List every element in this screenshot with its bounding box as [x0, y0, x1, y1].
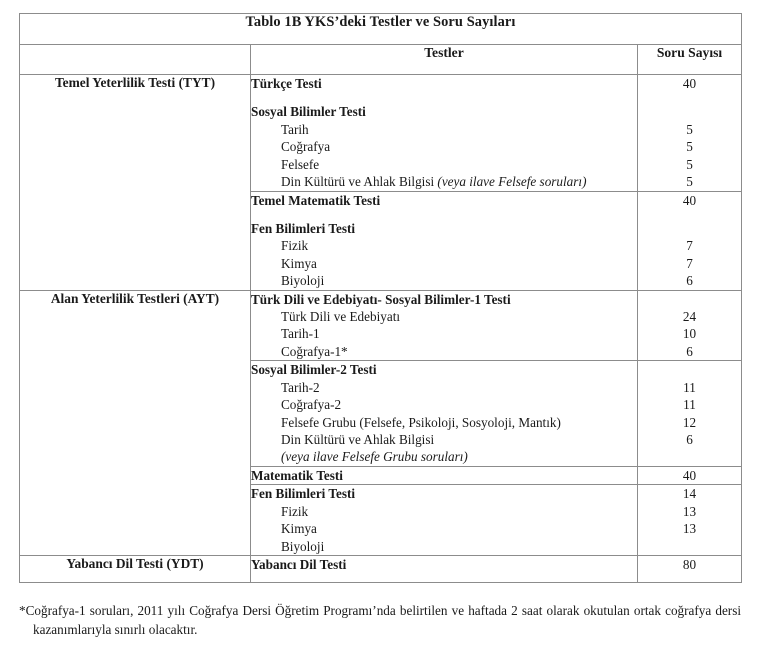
count-value: 24: [682, 309, 697, 325]
count-value: 5: [686, 139, 693, 155]
test-block-ayt-4: Fen Bilimleri Testi Fizik Kimya Biyoloji: [250, 484, 638, 556]
count-value: 13: [682, 521, 697, 537]
column-header-category: [19, 44, 251, 75]
test-subitem-label: Din Kültürü ve Ahlak Bilgisi: [281, 174, 435, 190]
count-block-ayt-2: . 11 11 12 6: [636, 360, 743, 467]
count-block-ayt-3: 40: [636, 465, 743, 486]
column-header-count: Soru Sayısı: [636, 44, 743, 75]
test-subitem: Tarih-2: [281, 379, 320, 395]
table-row: Alan Yeterlilik Testleri (AYT) Türk Dili…: [19, 289, 743, 556]
count-block-ydt: 80: [636, 554, 743, 583]
count-value: 6: [686, 273, 693, 289]
test-subitem: Fizik: [281, 238, 309, 254]
count-value: 5: [686, 121, 693, 137]
column-header-tests: Testler: [250, 44, 638, 75]
test-subitem: Fizik: [281, 503, 309, 519]
section-category-tyt: Temel Yeterlilik Testi (TYT): [19, 74, 251, 291]
test-subitem: Biyoloji: [281, 538, 325, 554]
count-value: 7: [686, 255, 693, 271]
table-row: Matematik Testi 40: [20, 465, 743, 486]
test-subitem: Din Kültürü ve Ahlak Bilgisi (veya ilave…: [251, 173, 637, 190]
count-value: 6: [686, 432, 693, 448]
count-value: 40: [682, 76, 697, 91]
section-category-ayt: Alan Yeterlilik Testleri (AYT): [19, 289, 251, 556]
test-block-ayt-3: Matematik Testi: [250, 465, 638, 486]
count-block-tyt-2: 40 . 7 7 6: [636, 190, 743, 291]
count-value: 80: [682, 556, 697, 572]
count-block-ayt-4: 14 13 13: [636, 484, 743, 556]
test-subitem: Tarih-1: [281, 326, 320, 342]
count-value: 11: [683, 379, 696, 395]
test-group-name: Fen Bilimleri Testi: [251, 486, 356, 502]
test-group-name: Temel Matematik Testi: [251, 192, 381, 208]
count-spacer: [638, 92, 741, 103]
test-group-name: Matematik Testi: [251, 467, 343, 483]
test-subitem: Coğrafya-2: [281, 397, 342, 413]
test-block-ayt-1: Türk Dili ve Edebiyatı- Sosyal Bilimler-…: [250, 289, 638, 362]
test-group-name: Sosyal Bilimler-2 Testi: [251, 362, 377, 378]
count-value: 7: [686, 238, 693, 254]
section-category-ydt: Yabancı Dil Testi (YDT): [19, 554, 251, 583]
table-row: Temel Yeterlilik Testi (TYT) Türkçe Test…: [19, 74, 743, 291]
test-subitem: Kimya: [281, 255, 317, 271]
footnote-text: Coğrafya-1 soruları, 2011 yılı Coğrafya …: [25, 603, 741, 638]
table-title-row: Tablo 1B YKS’deki Testler ve Soru Sayıla…: [18, 13, 743, 45]
table-row: Temel Matematik Testi Fen Bilimleri Test…: [20, 190, 743, 291]
count-value: 5: [686, 156, 693, 172]
test-group-name: Türk Dili ve Edebiyatı- Sosyal Bilimler-…: [251, 291, 511, 307]
footnote: *Coğrafya-1 soruları, 2011 yılı Coğrafya…: [19, 601, 741, 639]
test-subitem: Felsefe: [281, 156, 320, 172]
count-spacer: [638, 209, 741, 220]
test-group-name: Yabancı Dil Testi: [251, 556, 347, 572]
test-block-ayt-2: Sosyal Bilimler-2 Testi Tarih-2 Coğrafya…: [250, 360, 638, 467]
table-row: Yabancı Dil Testi (YDT) Yabancı Dil Test…: [19, 554, 743, 583]
test-block-tyt-1: Türkçe Testi Sosyal Bilimler Testi Tarih…: [250, 74, 638, 192]
count-value: 6: [686, 343, 693, 359]
test-subitem: Türk Dili ve Edebiyatı: [281, 309, 401, 325]
test-block-ydt: Yabancı Dil Testi: [250, 554, 638, 583]
test-subitem: Tarih: [281, 121, 309, 137]
count-value: 13: [682, 503, 697, 519]
count-value: 40: [682, 192, 697, 208]
footnote-body: *Coğrafya-1 soruları, 2011 yılı Coğrafya…: [19, 601, 741, 639]
table-row: Sosyal Bilimler-2 Testi Tarih-2 Coğrafya…: [20, 360, 743, 467]
test-subitem: Coğrafya: [281, 139, 331, 155]
test-group-name: Türkçe Testi: [251, 76, 322, 91]
test-block-tyt-2: Temel Matematik Testi Fen Bilimleri Test…: [250, 190, 638, 291]
count-value: 12: [682, 414, 697, 430]
test-subitem: Felsefe Grubu (Felsefe, Psikoloji, Sosyo…: [281, 414, 561, 430]
count-value: 40: [682, 467, 697, 483]
test-subitem-note: (veya ilave Felsefe soruları): [437, 174, 587, 190]
test-group-name: Fen Bilimleri Testi: [251, 220, 356, 236]
footnote-marker: *: [19, 603, 26, 618]
test-subitem-note: (veya ilave Felsefe Grubu soruları): [281, 449, 468, 465]
test-subitem: Din Kültürü ve Ahlak Bilgisi: [281, 432, 435, 448]
count-block-tyt-1: 40 . 5 5 5 5: [636, 74, 743, 192]
test-subitem: Coğrafya-1*: [281, 343, 348, 359]
exam-structure-table: Tablo 1B YKS’deki Testler ve Soru Sayıla…: [18, 13, 743, 583]
count-block-ayt-1: . 24 10 6: [636, 289, 743, 362]
test-subitem: Kimya: [281, 521, 317, 537]
table-header-row: Testler Soru Sayısı: [19, 44, 743, 75]
table-title: Tablo 1B YKS’deki Testler ve Soru Sayıla…: [18, 13, 743, 45]
count-value: 5: [686, 174, 693, 190]
count-value: 14: [682, 486, 697, 502]
count-value: 10: [682, 326, 697, 342]
test-subitem: Biyoloji: [281, 273, 325, 289]
table-row: Fen Bilimleri Testi Fizik Kimya Biyoloji…: [20, 484, 743, 556]
test-group-name: Sosyal Bilimler Testi: [251, 104, 366, 120]
block-spacer: [251, 209, 637, 220]
block-spacer: [251, 92, 637, 103]
count-value: 11: [683, 397, 696, 413]
